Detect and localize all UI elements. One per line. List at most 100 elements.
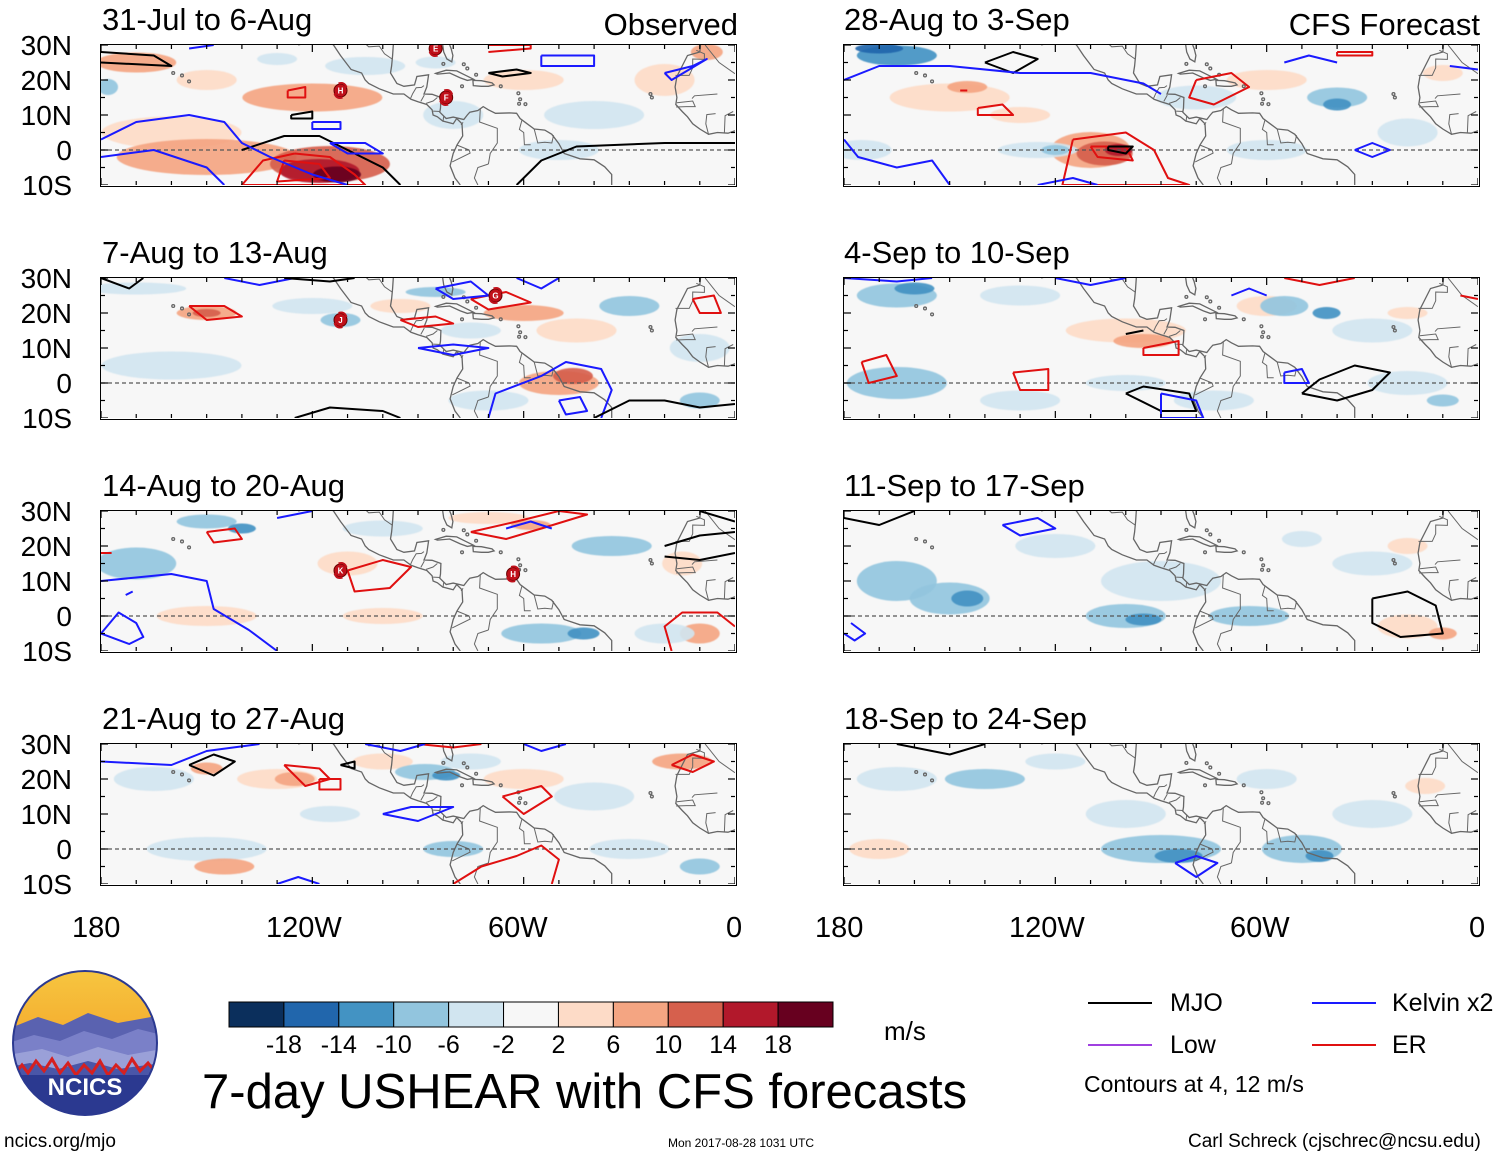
country-border	[675, 49, 705, 76]
shear-anomaly	[342, 520, 423, 537]
coastline-caribbean	[1132, 278, 1356, 418]
island-hispaniola	[472, 79, 496, 87]
mjo-contour	[101, 278, 144, 290]
island-hispaniola	[1215, 312, 1239, 320]
island	[1261, 330, 1266, 335]
lat-tick: 10S	[22, 170, 72, 201]
island	[1184, 760, 1189, 765]
shear-anomaly	[101, 79, 119, 95]
island	[1259, 91, 1264, 96]
map-panel-observed-4	[100, 743, 737, 886]
shear-anomaly	[1154, 849, 1203, 863]
panel-title-1: 31-Jul to 6-Aug	[102, 2, 313, 37]
country-border	[675, 748, 705, 775]
mjo-contour	[188, 753, 236, 777]
mjo-contour	[488, 68, 532, 78]
country-border	[460, 587, 464, 592]
colorbar-tick-label: -14	[320, 1031, 357, 1059]
colorbar-swatch	[557, 1001, 614, 1028]
island	[461, 528, 466, 533]
country-border	[1222, 574, 1241, 631]
shear-anomaly	[227, 523, 256, 534]
mjo-contour	[1107, 145, 1134, 155]
er-contour	[400, 315, 455, 328]
coastline-pacific	[1041, 45, 1207, 185]
shear-anomaly	[652, 753, 713, 770]
shear-anomaly	[440, 753, 501, 770]
shading-layer	[844, 45, 1463, 168]
lon-tick-left-120w: 120W	[266, 912, 342, 944]
country-border	[409, 784, 425, 799]
country-border	[1419, 333, 1439, 341]
shear-anomaly	[1387, 307, 1428, 319]
island	[474, 538, 479, 543]
country-border	[705, 812, 716, 834]
map-plot: E H F	[101, 45, 735, 185]
country-border	[1261, 586, 1274, 612]
country-border	[1194, 843, 1214, 862]
country-border	[425, 563, 438, 570]
island	[648, 557, 653, 563]
country-border	[1276, 128, 1298, 144]
coastline-florida	[1185, 744, 1197, 762]
country-border	[723, 111, 734, 133]
coastline-florida	[1185, 45, 1197, 63]
shear-anomaly	[325, 57, 406, 75]
axis-ticks	[101, 744, 735, 884]
island-hispaniola	[1215, 778, 1239, 786]
island	[648, 91, 653, 97]
er-contour	[488, 45, 532, 53]
island	[179, 772, 185, 777]
country-border	[1109, 278, 1136, 293]
shear-anomaly	[669, 334, 730, 362]
country-border	[1418, 515, 1448, 542]
country-border	[1448, 812, 1459, 834]
contour-layer	[844, 278, 1478, 418]
footer-url[interactable]: ncics.org/mjo	[4, 1131, 116, 1152]
coastline-africa	[1417, 511, 1478, 601]
island-cuba	[1176, 768, 1219, 781]
country-border	[1222, 108, 1241, 165]
shear-anomaly	[544, 101, 645, 129]
mjo-contour	[699, 511, 735, 523]
shear-anomaly	[536, 318, 617, 343]
country-border	[1276, 827, 1298, 843]
map-panel-forecast-2	[843, 277, 1480, 420]
colorbar-tick-label: -10	[375, 1031, 412, 1059]
lat-tick: 0	[56, 135, 72, 166]
island	[1260, 800, 1265, 805]
kelvin-contour	[844, 65, 1162, 95]
island	[1391, 91, 1396, 97]
island	[1184, 61, 1189, 66]
island	[1259, 557, 1264, 562]
country-border	[1168, 97, 1181, 104]
legend-line-mjo	[1088, 1002, 1152, 1004]
country-border	[409, 318, 425, 333]
shear-anomaly	[423, 101, 484, 129]
country-border	[1185, 116, 1188, 122]
country-border	[1109, 45, 1136, 60]
island	[1392, 561, 1397, 566]
kelvin-contour	[663, 58, 708, 81]
storm-marker: K	[333, 562, 348, 579]
island	[1392, 328, 1397, 333]
country-border	[442, 582, 445, 588]
country-border	[479, 341, 498, 398]
country-border	[518, 586, 531, 612]
island	[1260, 101, 1265, 106]
shear-anomaly	[1260, 296, 1309, 316]
coastline-layer	[914, 278, 1478, 418]
storm-arm	[506, 576, 516, 583]
coastline-florida	[442, 511, 454, 529]
island	[930, 545, 935, 550]
coastline-africa	[674, 744, 735, 834]
shear-anomaly	[1312, 307, 1341, 319]
island	[1204, 295, 1209, 300]
island	[1392, 95, 1397, 100]
shear-anomaly	[1281, 531, 1322, 547]
coastline-africa	[674, 278, 735, 368]
lat-tick: 30N	[20, 263, 72, 294]
lat-tick: 10N	[20, 333, 72, 364]
axis-ticks	[844, 45, 1478, 185]
coastline-caribbean	[389, 45, 613, 185]
